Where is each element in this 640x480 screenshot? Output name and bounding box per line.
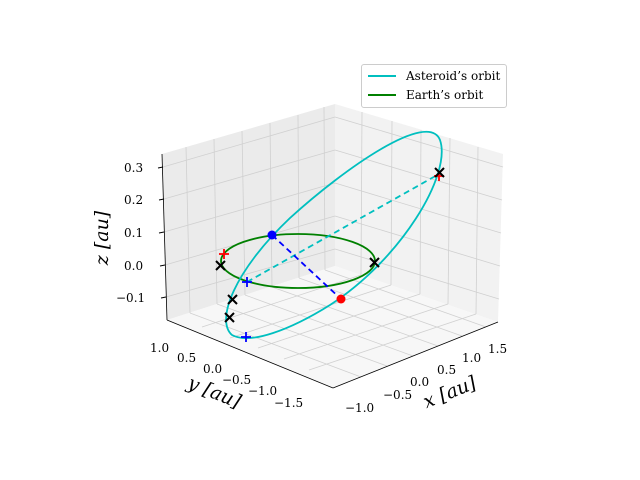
x-tick-label: −0.5 bbox=[383, 388, 412, 402]
y-tick-label: −0.5 bbox=[222, 373, 251, 387]
legend-item-earth: Earth’s orbit bbox=[368, 86, 483, 104]
y-axis-ticks: 1.0 0.5 0.0 −0.5 −1.0 −1.5 bbox=[150, 341, 303, 410]
legend-label: Earth’s orbit bbox=[406, 88, 484, 102]
z-axis-ticks: 0.3 0.2 0.1 0.0 −0.1 bbox=[116, 161, 167, 305]
y-tick-label: 0.5 bbox=[177, 351, 196, 365]
black-cross-markers bbox=[215, 167, 445, 323]
y-tick-label: −1.5 bbox=[274, 396, 303, 410]
dashed-blue-line bbox=[271, 234, 342, 300]
z-axis-label: z [au] bbox=[91, 210, 113, 266]
blue-plus-markers bbox=[241, 277, 252, 342]
dashed-cyan-line bbox=[246, 173, 440, 283]
x-tick-label: 1.0 bbox=[462, 351, 481, 365]
z-tick-label: 0.2 bbox=[124, 193, 143, 207]
z-tick-label: −0.1 bbox=[116, 291, 145, 305]
x-axis-ticks: −1.0 −0.5 0.0 0.5 1.0 1.5 bbox=[345, 342, 507, 415]
x-tick-label: 0.5 bbox=[437, 363, 456, 377]
red-dot-marker bbox=[336, 294, 346, 304]
legend: Asteroid’s orbit Earth’s orbit bbox=[361, 64, 507, 108]
axis-lines bbox=[161, 153, 499, 389]
legend-line-icon bbox=[368, 94, 396, 96]
x-tick-label: −1.0 bbox=[345, 401, 374, 415]
z-tick-label: 0.1 bbox=[124, 226, 143, 240]
y-tick-label: −1.0 bbox=[248, 384, 277, 398]
y-tick-label: 1.0 bbox=[150, 341, 169, 355]
z-tick-label: 0.3 bbox=[124, 161, 143, 175]
x-tick-label: 0.0 bbox=[410, 375, 429, 389]
pane-yz bbox=[162, 104, 335, 320]
legend-line-icon bbox=[368, 75, 396, 77]
legend-item-asteroid: Asteroid’s orbit bbox=[368, 67, 500, 85]
asteroid-orbit bbox=[225, 130, 443, 339]
legend-label: Asteroid’s orbit bbox=[406, 69, 501, 83]
y-tick-label: 0.0 bbox=[203, 362, 222, 376]
x-tick-label: 1.5 bbox=[488, 342, 507, 356]
blue-dot-marker bbox=[267, 230, 277, 240]
z-tick-label: 0.0 bbox=[124, 259, 143, 273]
